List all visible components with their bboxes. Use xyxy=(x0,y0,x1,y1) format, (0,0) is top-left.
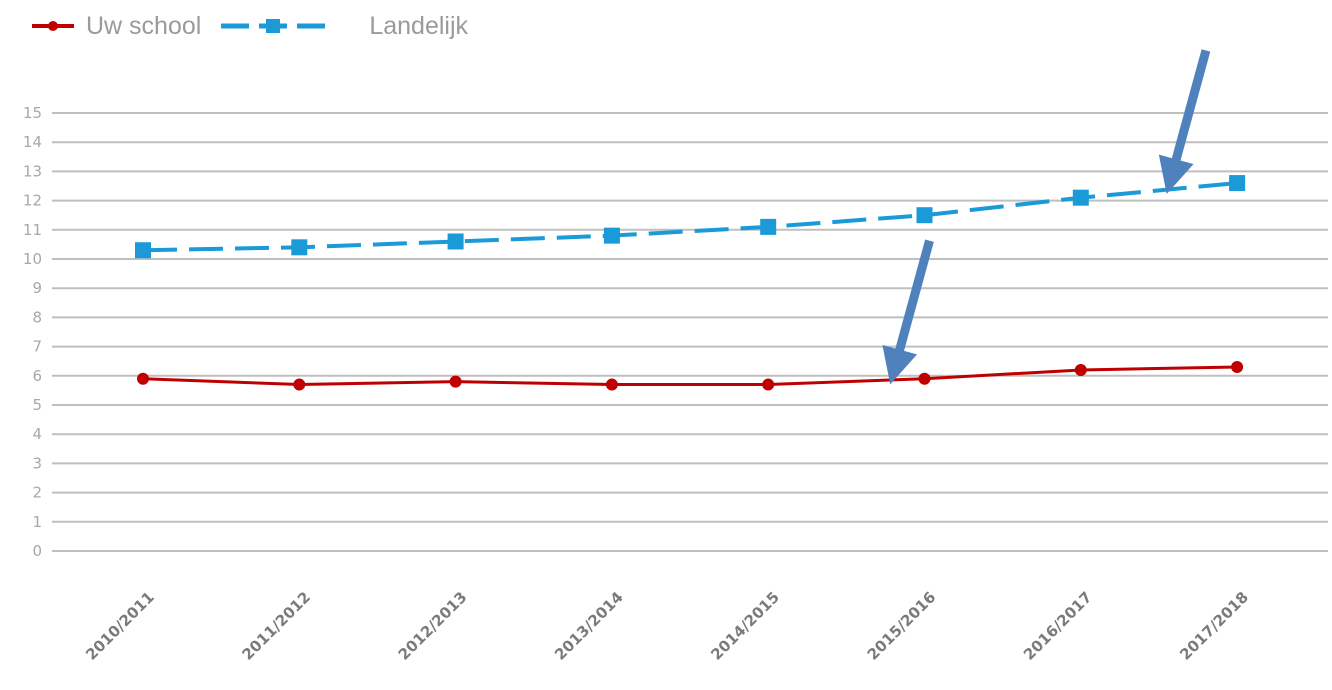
y-tick-label-2: 2 xyxy=(32,484,42,502)
data-point-uw-school-2015-2016 xyxy=(918,372,931,385)
y-tick-label-6: 6 xyxy=(32,367,42,385)
y-tick-label-9: 9 xyxy=(32,279,42,297)
data-point-landelijk-2013-2014 xyxy=(603,227,620,244)
data-point-landelijk-2012-2013 xyxy=(447,233,464,250)
y-tick-label-11: 11 xyxy=(23,221,42,239)
y-tick-label-5: 5 xyxy=(32,396,42,414)
series-line-uw-school xyxy=(142,365,1238,387)
y-tick-label-15: 15 xyxy=(23,104,42,122)
y-tick-label-8: 8 xyxy=(32,308,42,326)
legend-label-landelijk: Landelijk xyxy=(369,11,469,40)
x-tick-label-2010-2011: 2010/2011 xyxy=(82,588,158,664)
data-point-landelijk-2014-2015 xyxy=(760,218,777,235)
data-point-uw-school-2016-2017 xyxy=(1074,363,1087,376)
data-point-landelijk-2016-2017 xyxy=(1072,189,1089,206)
x-tick-label-2017-2018: 2017/2018 xyxy=(1176,588,1252,664)
data-point-uw-school-2017-2018 xyxy=(1231,361,1244,374)
x-tick-label-2013-2014: 2013/2014 xyxy=(551,588,627,664)
x-tick-label-2016-2017: 2016/2017 xyxy=(1020,588,1096,664)
y-tick-label-4: 4 xyxy=(32,425,42,443)
y-tick-label-12: 12 xyxy=(23,192,42,210)
x-tick-label-2015-2016: 2015/2016 xyxy=(864,588,940,664)
y-tick-label-3: 3 xyxy=(32,454,42,472)
annotations xyxy=(882,49,1211,385)
data-point-uw-school-2010-2011 xyxy=(137,372,149,385)
x-tick-label-2014-2015: 2014/2015 xyxy=(707,588,783,664)
y-tick-label-0: 0 xyxy=(32,542,42,560)
legend: Uw school Landelijk xyxy=(30,8,468,44)
gridlines xyxy=(52,112,1328,552)
annotation-arrow-landelijk xyxy=(1158,49,1211,195)
data-point-uw-school-2013-2014 xyxy=(605,378,618,391)
legend-swatch-uw-school xyxy=(32,21,74,31)
data-point-uw-school-2014-2015 xyxy=(762,378,775,391)
y-tick-label-14: 14 xyxy=(23,133,42,151)
data-point-landelijk-2017-2018 xyxy=(1229,175,1246,192)
data-point-landelijk-2015-2016 xyxy=(916,207,933,224)
y-tick-label-7: 7 xyxy=(32,338,42,356)
data-point-landelijk-2010-2011 xyxy=(135,242,151,259)
x-tick-label-2012-2013: 2012/2013 xyxy=(395,588,471,664)
data-point-uw-school-2011-2012 xyxy=(293,378,306,391)
x-axis-ticks: 2010/2011 2011/2012 2012/2013 2013/2014 2014… xyxy=(82,588,1252,664)
data-point-landelijk-2011-2012 xyxy=(291,239,308,256)
legend-swatch-landelijk xyxy=(221,19,328,33)
series xyxy=(135,175,1246,391)
data-point-uw-school-2012-2013 xyxy=(449,375,462,388)
y-tick-label-1: 1 xyxy=(32,513,42,531)
y-tick-label-10: 10 xyxy=(23,250,42,268)
legend-item-uw-school: Uw school xyxy=(30,12,201,41)
x-tick-label-2011-2012: 2011/2012 xyxy=(238,588,314,664)
annotation-arrow-uw-school xyxy=(882,239,934,385)
y-tick-label-13: 13 xyxy=(23,162,42,180)
legend-item-landelijk: Landelijk xyxy=(219,12,468,41)
legend-label-uw-school: Uw school xyxy=(86,11,202,40)
